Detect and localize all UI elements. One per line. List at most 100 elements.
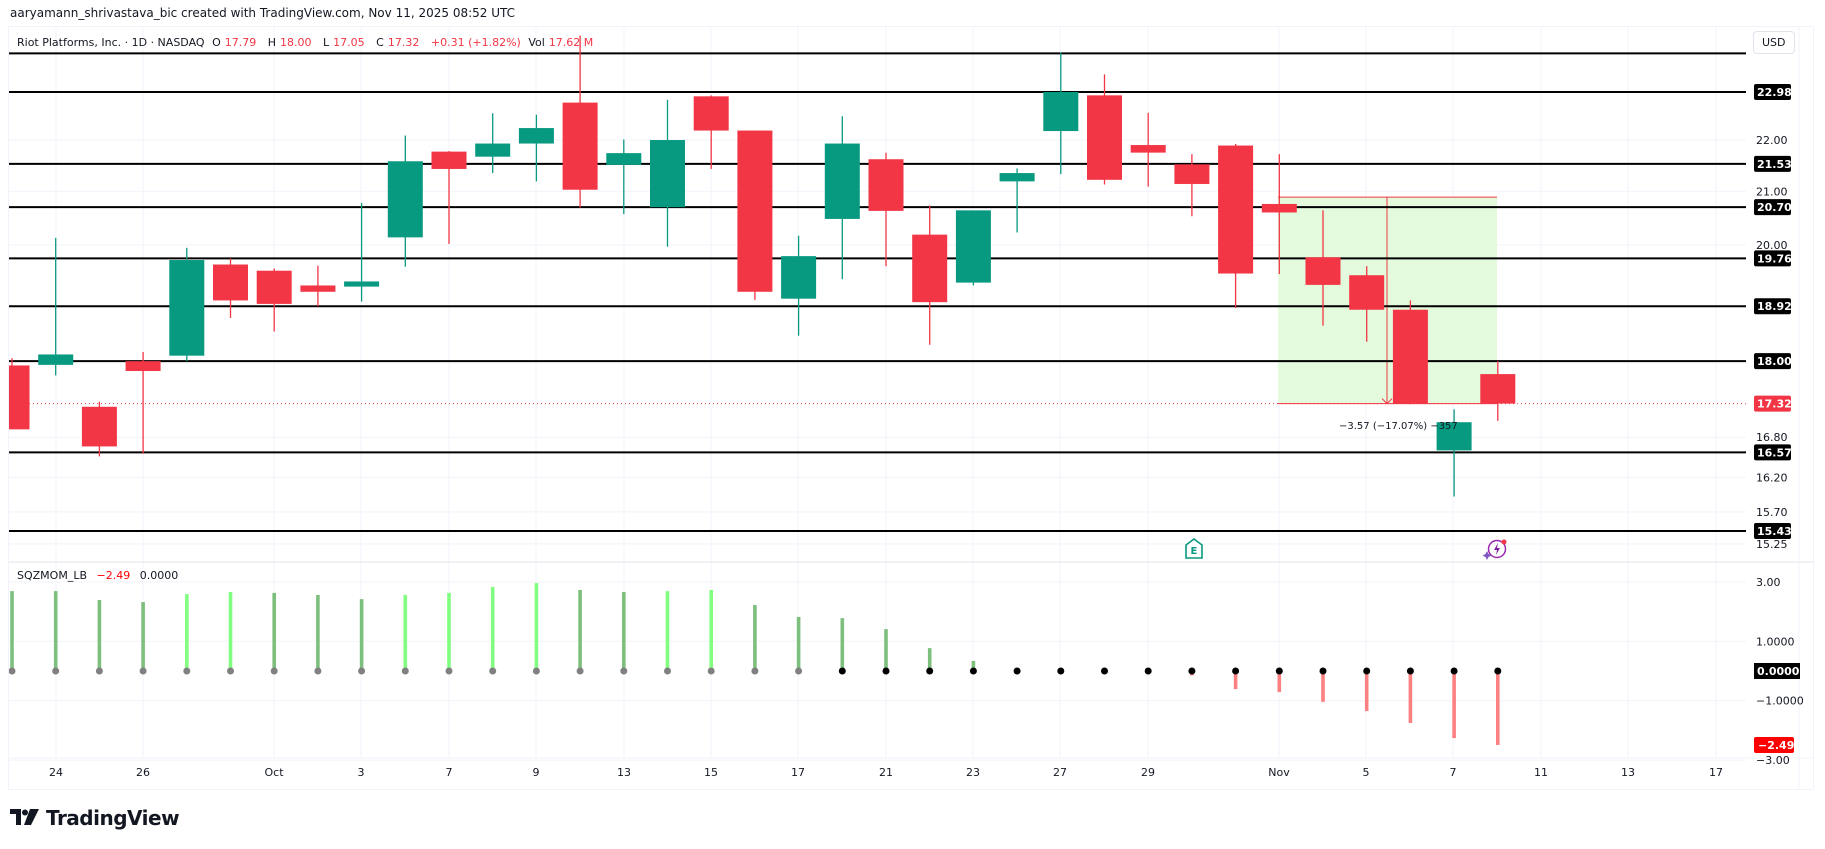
momentum-bar xyxy=(1277,671,1282,693)
candle-body[interactable] xyxy=(518,128,554,144)
candle-body[interactable] xyxy=(824,143,860,219)
time-axis-label: 17 xyxy=(791,766,805,779)
candle-body[interactable] xyxy=(912,234,948,303)
momentum-last-badge xyxy=(1754,736,1794,753)
candle-body[interactable] xyxy=(300,285,336,292)
candle-body[interactable] xyxy=(1218,145,1254,274)
candle-body[interactable] xyxy=(125,361,161,372)
squeeze-dot xyxy=(401,667,409,675)
squeeze-dot xyxy=(1494,667,1502,675)
candle-body[interactable] xyxy=(1436,422,1472,451)
momentum-bar xyxy=(840,618,845,671)
momentum-bar xyxy=(665,591,670,671)
momentum-bar xyxy=(10,591,14,671)
candle-body[interactable] xyxy=(955,210,991,283)
candle-body[interactable] xyxy=(1087,95,1122,180)
time-axis-label: 26 xyxy=(136,766,150,779)
momentum-value: −2.49 xyxy=(96,569,131,582)
candle-body[interactable] xyxy=(213,264,248,301)
momentum-bar xyxy=(578,589,582,671)
squeeze-dot xyxy=(445,667,453,675)
candle-body[interactable] xyxy=(1043,92,1079,132)
level-price-label: 18.92 xyxy=(1757,300,1792,313)
time-axis-label: 15 xyxy=(704,766,718,779)
candle-body[interactable] xyxy=(1130,145,1166,153)
symbol-title[interactable]: Riot Platforms, Inc. · 1D · NASDAQ xyxy=(17,36,205,49)
price-axis-tick: 21.00 xyxy=(1756,185,1788,198)
squeeze-dot xyxy=(139,667,147,675)
candle-body[interactable] xyxy=(1349,275,1385,310)
candle-body[interactable] xyxy=(650,140,685,208)
event-lightning-icon[interactable] xyxy=(1487,539,1507,559)
candle-body[interactable] xyxy=(475,143,511,157)
close-value: 17.32 xyxy=(387,36,420,49)
candle-body[interactable] xyxy=(38,354,74,365)
momentum-bar xyxy=(1321,671,1325,702)
squeeze-dot xyxy=(314,667,322,675)
time-axis-label: 3 xyxy=(358,766,365,779)
squeeze-dot xyxy=(95,667,103,675)
momentum-axis-tick: −1.0000 xyxy=(1756,695,1804,708)
squeeze-dot xyxy=(882,667,890,675)
candle-body[interactable] xyxy=(868,159,904,211)
candle-body[interactable] xyxy=(999,173,1035,182)
time-axis-label: 13 xyxy=(1621,766,1635,779)
candle-body[interactable] xyxy=(1261,203,1297,213)
candle-body[interactable] xyxy=(1305,257,1341,285)
momentum-bar xyxy=(447,592,451,671)
momentum-axis-tick: 1.0000 xyxy=(1756,635,1795,648)
chart-canvas[interactable]: −3.57 (−17.07%) −357 E 22.00 21.00 20.00 16.8… xyxy=(9,27,1813,789)
momentum-bar xyxy=(753,605,757,671)
momentum-axis-tick: 3.00 xyxy=(1756,576,1781,589)
candle-body[interactable] xyxy=(1174,164,1210,184)
price-axis-tick: 16.80 xyxy=(1756,431,1788,444)
momentum-bar xyxy=(272,592,276,671)
candle-body[interactable] xyxy=(606,153,642,165)
squeeze-dot xyxy=(1188,667,1196,675)
candle-body[interactable] xyxy=(693,96,729,131)
time-axis-label: 11 xyxy=(1534,766,1548,779)
candle-body[interactable] xyxy=(256,270,292,304)
momentum-bar xyxy=(141,602,145,671)
currency-button[interactable]: USD xyxy=(1753,31,1795,54)
level-price-badge xyxy=(1754,199,1791,216)
momentum-bar xyxy=(971,660,976,671)
squeeze-dot xyxy=(227,667,234,675)
momentum-bar xyxy=(1452,671,1456,739)
candle-body[interactable] xyxy=(737,130,773,292)
squeeze-dot xyxy=(532,667,540,675)
momentum-bar xyxy=(53,591,58,671)
candle-body[interactable] xyxy=(9,365,30,430)
squeeze-dot xyxy=(838,667,846,675)
level-price-label: 18.00 xyxy=(1757,355,1792,368)
tradingview-logo[interactable]: TradingView xyxy=(10,806,180,830)
earnings-icon[interactable] xyxy=(1185,538,1203,559)
candle-body[interactable] xyxy=(1480,374,1516,404)
candle-body[interactable] xyxy=(431,151,467,169)
candle-body[interactable] xyxy=(1392,309,1428,404)
squeeze-dot xyxy=(751,667,759,675)
squeeze-dot xyxy=(489,667,497,675)
squeeze-dot xyxy=(1144,667,1152,675)
level-price-badge xyxy=(1754,353,1791,370)
momentum-bar xyxy=(316,594,320,671)
momentum-indicator-name[interactable]: SQZMOM_LB xyxy=(17,569,87,582)
time-axis-label: 5 xyxy=(1363,766,1370,779)
chart-container[interactable]: Riot Platforms, Inc. · 1D · NASDAQ O 17.7… xyxy=(8,26,1814,790)
high-value: 18.00 xyxy=(280,36,312,49)
momentum-bar xyxy=(1364,671,1369,712)
candle-body[interactable] xyxy=(81,406,117,447)
price-axis-tick: 16.20 xyxy=(1756,471,1788,484)
momentum-zero-value: 0.0000 xyxy=(139,569,179,582)
candle-body[interactable] xyxy=(169,260,205,356)
candle-body[interactable] xyxy=(562,102,598,190)
squeeze-dot xyxy=(1232,667,1240,675)
momentum-bar xyxy=(228,591,233,671)
level-price-label: 19.76 xyxy=(1757,252,1792,265)
squeeze-dot xyxy=(1057,667,1065,675)
low-value: 17.05 xyxy=(333,36,365,49)
candle-body[interactable] xyxy=(781,256,817,299)
squeeze-dot xyxy=(358,667,366,675)
candle-body[interactable] xyxy=(344,281,380,287)
candle-body[interactable] xyxy=(387,161,423,238)
